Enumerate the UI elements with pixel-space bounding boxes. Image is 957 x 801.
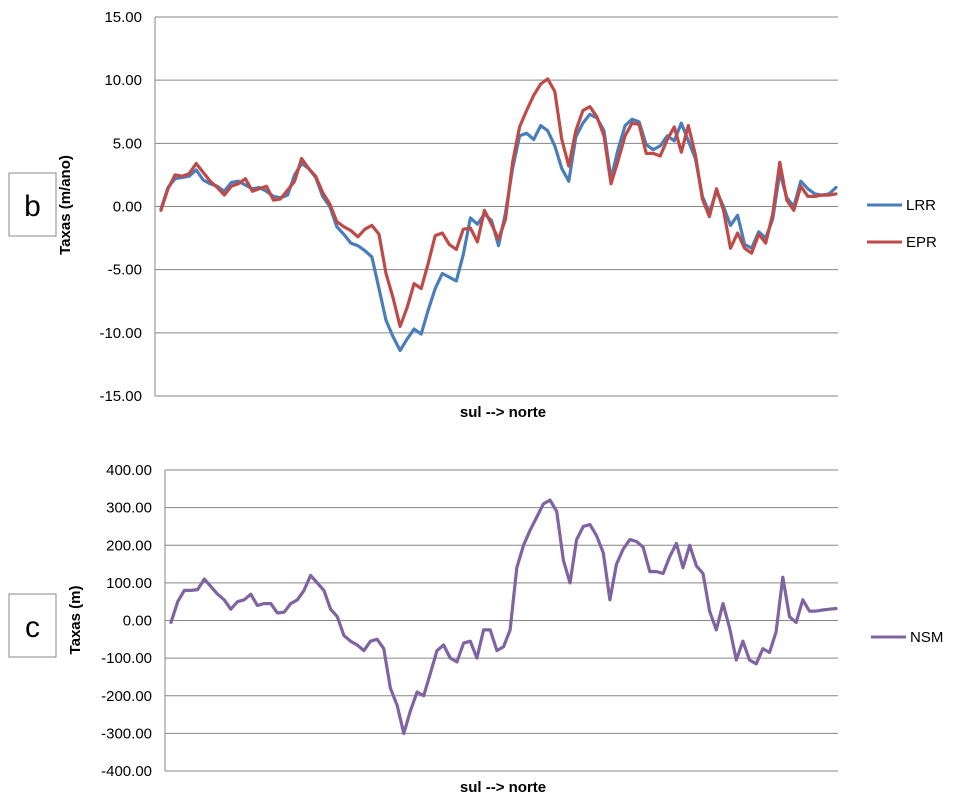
y-tick-label: -300.00 xyxy=(101,725,152,742)
chart-c-x-axis-title: sul --> norte xyxy=(460,779,546,796)
y-tick-label: -100.00 xyxy=(101,650,152,667)
chart-c-grid xyxy=(164,469,838,772)
y-tick-label: 200.00 xyxy=(106,537,152,554)
series-line-lrr xyxy=(159,112,838,353)
chart-c-y-axis-title: Taxas (m) xyxy=(67,586,84,655)
legend-label-nsm: NSM xyxy=(910,629,943,646)
chart-b-legend: LRR EPR xyxy=(867,197,937,251)
y-tick-label: 15.00 xyxy=(104,9,142,26)
legend-label-epr: EPR xyxy=(906,234,937,251)
panel-label-b: b xyxy=(24,190,41,223)
y-tick-label: -400.00 xyxy=(101,763,152,780)
chart-c-y-ticks: 400.00 300.00 200.00 100.00 0.00 -100.00 -200.… xyxy=(101,462,152,780)
y-tick-label: 100.00 xyxy=(106,575,152,592)
y-tick-label: 5.00 xyxy=(113,135,142,152)
y-tick-label: 0.00 xyxy=(113,199,142,216)
chart-b: 15.00 10.00 5.00 0.00 -5.00 -10.00 -15.00 Taxa… xyxy=(8,9,937,421)
legend-item-nsm: NSM xyxy=(871,629,943,646)
y-tick-label: 0.00 xyxy=(123,613,152,630)
panel-label-b-box: b xyxy=(8,172,57,237)
series-line-epr xyxy=(159,77,838,329)
y-tick-label: 10.00 xyxy=(104,72,142,89)
y-tick-label: -15.00 xyxy=(99,388,142,405)
chart-b-y-axis-title: Taxas (m/ano) xyxy=(57,155,74,255)
chart-c-legend: NSM xyxy=(871,629,943,646)
series-line-nsm xyxy=(169,498,838,736)
legend-item-epr: EPR xyxy=(867,234,937,251)
legend-item-lrr: LRR xyxy=(867,197,936,214)
chart-b-grid xyxy=(154,16,838,397)
chart-b-y-ticks: 15.00 10.00 5.00 0.00 -5.00 -10.00 -15.00 xyxy=(99,9,142,405)
panel-label-c: c xyxy=(25,611,40,644)
chart-b-x-axis-title: sul --> norte xyxy=(460,404,546,421)
y-tick-label: 300.00 xyxy=(106,500,152,517)
chart-c: 400.00 300.00 200.00 100.00 0.00 -100.00 -200.… xyxy=(8,462,943,796)
y-tick-label: -5.00 xyxy=(108,262,142,279)
y-tick-label: 400.00 xyxy=(106,462,152,479)
chart-b-series xyxy=(159,77,838,353)
legend-label-lrr: LRR xyxy=(906,197,936,214)
chart-c-series xyxy=(169,498,838,736)
panel-label-c-frame xyxy=(8,593,57,658)
y-tick-label: -200.00 xyxy=(101,688,152,705)
panel-label-c-box: c xyxy=(8,593,57,658)
y-tick-label: -10.00 xyxy=(99,325,142,342)
panel-label-b-frame xyxy=(8,172,57,237)
